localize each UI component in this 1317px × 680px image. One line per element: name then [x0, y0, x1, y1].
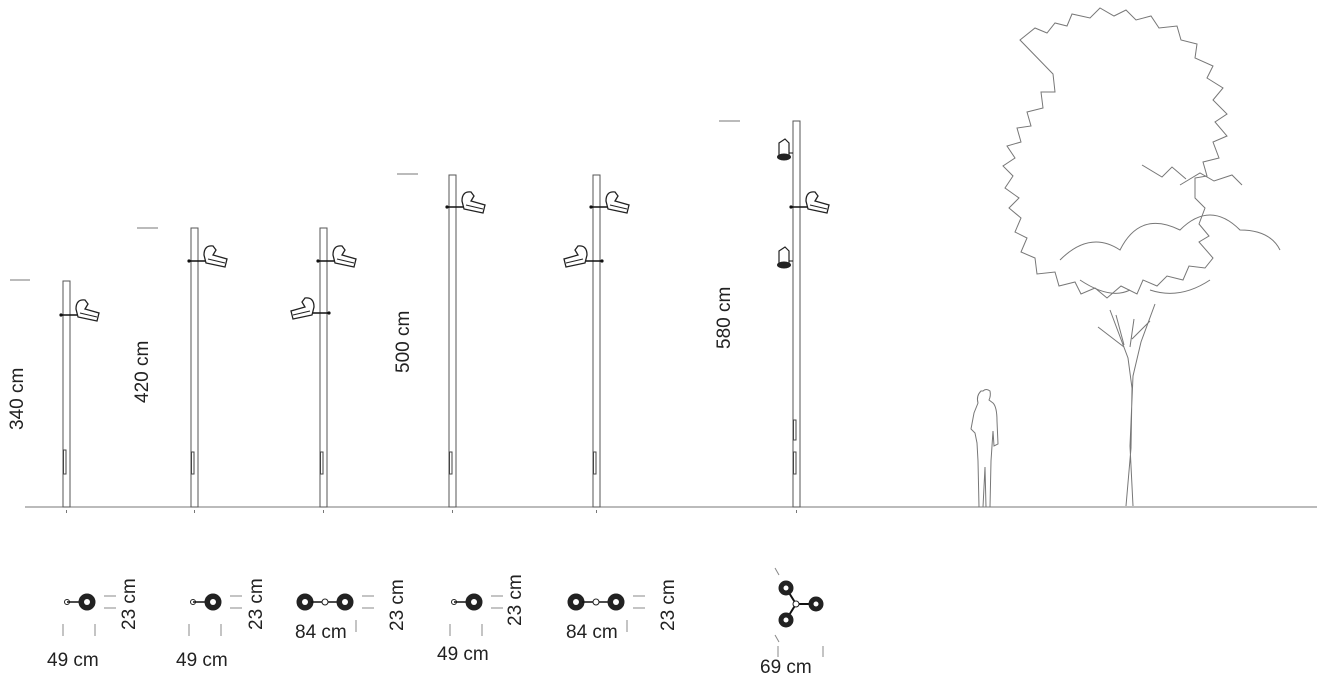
pole-door	[63, 449, 67, 475]
pole-shaft	[592, 174, 601, 508]
luminaire-icon	[589, 191, 630, 214]
pole-door	[449, 451, 453, 475]
pole-5	[563, 174, 630, 513]
depth-label: 23 cm	[119, 578, 140, 630]
pole-door	[320, 451, 324, 475]
plan-double-3	[296, 593, 374, 632]
plan-single-2	[188, 593, 242, 636]
pole-6	[719, 120, 830, 513]
diameter-label: 69 cm	[760, 657, 812, 678]
pole-3	[290, 227, 357, 513]
pole-shaft	[190, 227, 199, 508]
plan-single-4	[449, 593, 503, 636]
pole-2	[137, 227, 228, 513]
pole-shaft	[448, 174, 457, 508]
luminaire-front-icon	[777, 138, 793, 161]
diameter-label: 49 cm	[47, 650, 99, 671]
luminaire-front-icon	[777, 246, 793, 269]
diameter-label: 49 cm	[176, 650, 228, 671]
diameter-label: 84 cm	[295, 622, 347, 643]
plan-double-5	[567, 593, 645, 632]
depth-label: 23 cm	[387, 579, 408, 631]
depth-label: 23 cm	[246, 578, 267, 630]
height-label: 500 cm	[393, 310, 414, 373]
pole-door	[191, 451, 195, 475]
luminaire-icon	[290, 297, 331, 320]
person-silhouette-icon	[970, 389, 999, 508]
luminaire-icon	[445, 191, 486, 214]
luminaire-icon	[59, 299, 100, 322]
diameter-label: 49 cm	[437, 644, 489, 665]
height-label: 420 cm	[132, 340, 153, 403]
pole-door	[793, 451, 797, 475]
pole-1	[10, 279, 100, 513]
pole-door	[793, 419, 797, 441]
luminaire-icon	[563, 245, 604, 268]
pole-shaft	[62, 280, 71, 508]
luminaire-icon	[187, 245, 228, 268]
height-label: 580 cm	[714, 286, 735, 349]
depth-label: 23 cm	[505, 574, 526, 626]
tree-icon	[1002, 7, 1281, 507]
diameter-label: 84 cm	[566, 622, 618, 643]
pole-door	[593, 451, 597, 475]
pole-4	[397, 173, 486, 513]
pole-shaft	[792, 120, 801, 508]
luminaire-icon	[789, 191, 830, 214]
pole-shaft	[319, 227, 328, 508]
height-label: 340 cm	[7, 367, 28, 430]
depth-label: 23 cm	[658, 579, 679, 631]
plan-single-1	[62, 593, 116, 636]
plan-triple-6	[774, 567, 824, 657]
luminaire-icon	[316, 245, 357, 268]
